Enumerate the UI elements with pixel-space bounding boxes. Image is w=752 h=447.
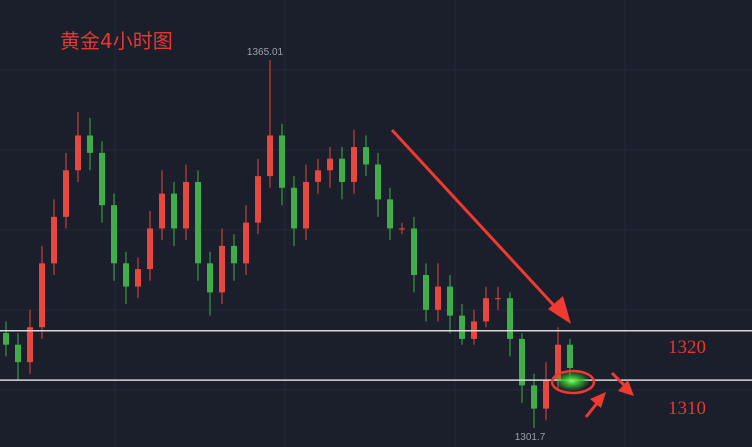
candle-body [387,199,393,229]
candle-body [351,147,357,182]
candle-body [159,193,165,229]
candle-body [399,228,405,230]
plot [0,59,752,428]
level-label: 1310 [668,398,706,419]
candle-body [459,315,465,339]
candle-body [75,135,81,171]
arrow [390,128,562,314]
candle-body [147,228,153,270]
candle-body [447,286,453,316]
candle-body [255,176,261,223]
candle-body [219,245,225,293]
candle-body [15,344,21,363]
candle-body [135,269,141,287]
candle-body [555,344,561,380]
candle-body [195,181,201,264]
candle-body [123,263,129,287]
candle-body [567,344,573,368]
candle-body [27,327,33,363]
candle-body [243,222,249,264]
chart-title: 黄金4小时图 [60,29,173,53]
candle-body [51,216,57,264]
candle-body [327,158,333,171]
candle-body [3,333,9,345]
arrow-head [548,296,571,324]
high-label: 1365.01 [247,47,284,58]
arrow [610,371,626,387]
candle-body [495,298,501,300]
candle-body [87,135,93,153]
candle-body [63,170,69,217]
arrow-head [590,392,606,408]
low-label: 1301.7 [515,432,546,443]
candle-body [411,228,417,275]
candle-body [507,298,513,339]
candle-body [39,263,45,328]
candle-body [435,286,441,310]
candle-body [315,170,321,182]
candle-body [303,181,309,229]
candle-body [339,158,345,182]
drawings [390,128,634,418]
level-label: 1320 [668,337,706,358]
candle-body [375,164,381,200]
candle-body [183,181,189,229]
candle-body [171,193,177,229]
candle-body [543,379,549,409]
glow [554,371,590,391]
candle-body [99,152,105,206]
candle-body [483,298,489,322]
candle-body [231,245,237,264]
circle-mark [550,369,596,395]
candle-body [363,147,369,165]
candle-body [207,263,213,293]
candle-body [279,135,285,188]
candle-body [111,205,117,264]
candle-body [267,135,273,177]
arrow-head [618,380,634,396]
candle-body [423,274,429,310]
candle-body [531,385,537,409]
candle-body [291,187,297,229]
candle-body [519,338,525,386]
arrow [584,401,600,418]
